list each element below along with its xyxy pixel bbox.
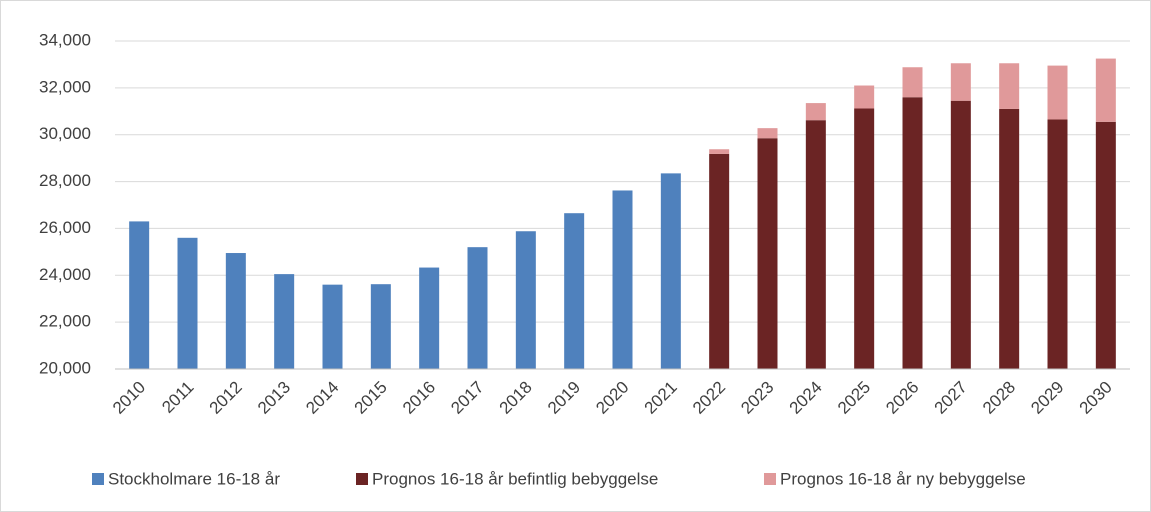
bar-segment [274, 274, 295, 369]
bar-segment [902, 97, 923, 369]
y-tick-label: 22,000 [39, 312, 91, 331]
y-tick-label: 20,000 [39, 358, 91, 377]
bar-segment [370, 284, 391, 369]
bar-segment [660, 173, 681, 369]
bar-segment [564, 213, 585, 369]
bar-segment [1095, 121, 1116, 369]
bar-segment [225, 253, 246, 369]
bar-segment [757, 128, 778, 139]
bar-segment [805, 120, 826, 369]
bar-segment [322, 284, 343, 369]
bar-segment [999, 63, 1020, 109]
y-tick-label: 28,000 [39, 171, 91, 190]
legend-label: Prognos 16-18 år befintlig bebyggelse [372, 469, 658, 488]
y-tick-label: 24,000 [39, 265, 91, 284]
legend-swatch [356, 473, 368, 485]
legend-label: Prognos 16-18 år ny bebyggelse [780, 469, 1026, 488]
bar-segment [1047, 65, 1068, 120]
y-tick-label: 26,000 [39, 218, 91, 237]
y-tick-label: 30,000 [39, 124, 91, 143]
y-tick-label: 34,000 [39, 30, 91, 49]
bar-segment [129, 221, 150, 369]
bar-segment [854, 108, 875, 369]
bar-segment [515, 231, 536, 369]
bar-segment [1095, 58, 1116, 122]
bar-segment [177, 237, 198, 369]
legend-label: Stockholmare 16-18 år [108, 469, 280, 488]
bar-segment [999, 108, 1020, 369]
bar-segment [902, 67, 923, 98]
bar-segment [709, 153, 730, 369]
bar-segment [805, 103, 826, 121]
y-tick-label: 32,000 [39, 77, 91, 96]
bar-segment [854, 85, 875, 109]
bar-segment [612, 190, 633, 369]
bar-segment [467, 247, 488, 369]
bar-segment [757, 138, 778, 369]
bar-segment [950, 100, 971, 369]
bar-segment [950, 63, 971, 101]
legend-swatch [764, 473, 776, 485]
bar-segment [709, 149, 730, 154]
bar-segment [419, 267, 440, 369]
bar-segment [1047, 119, 1068, 369]
legend-swatch [92, 473, 104, 485]
